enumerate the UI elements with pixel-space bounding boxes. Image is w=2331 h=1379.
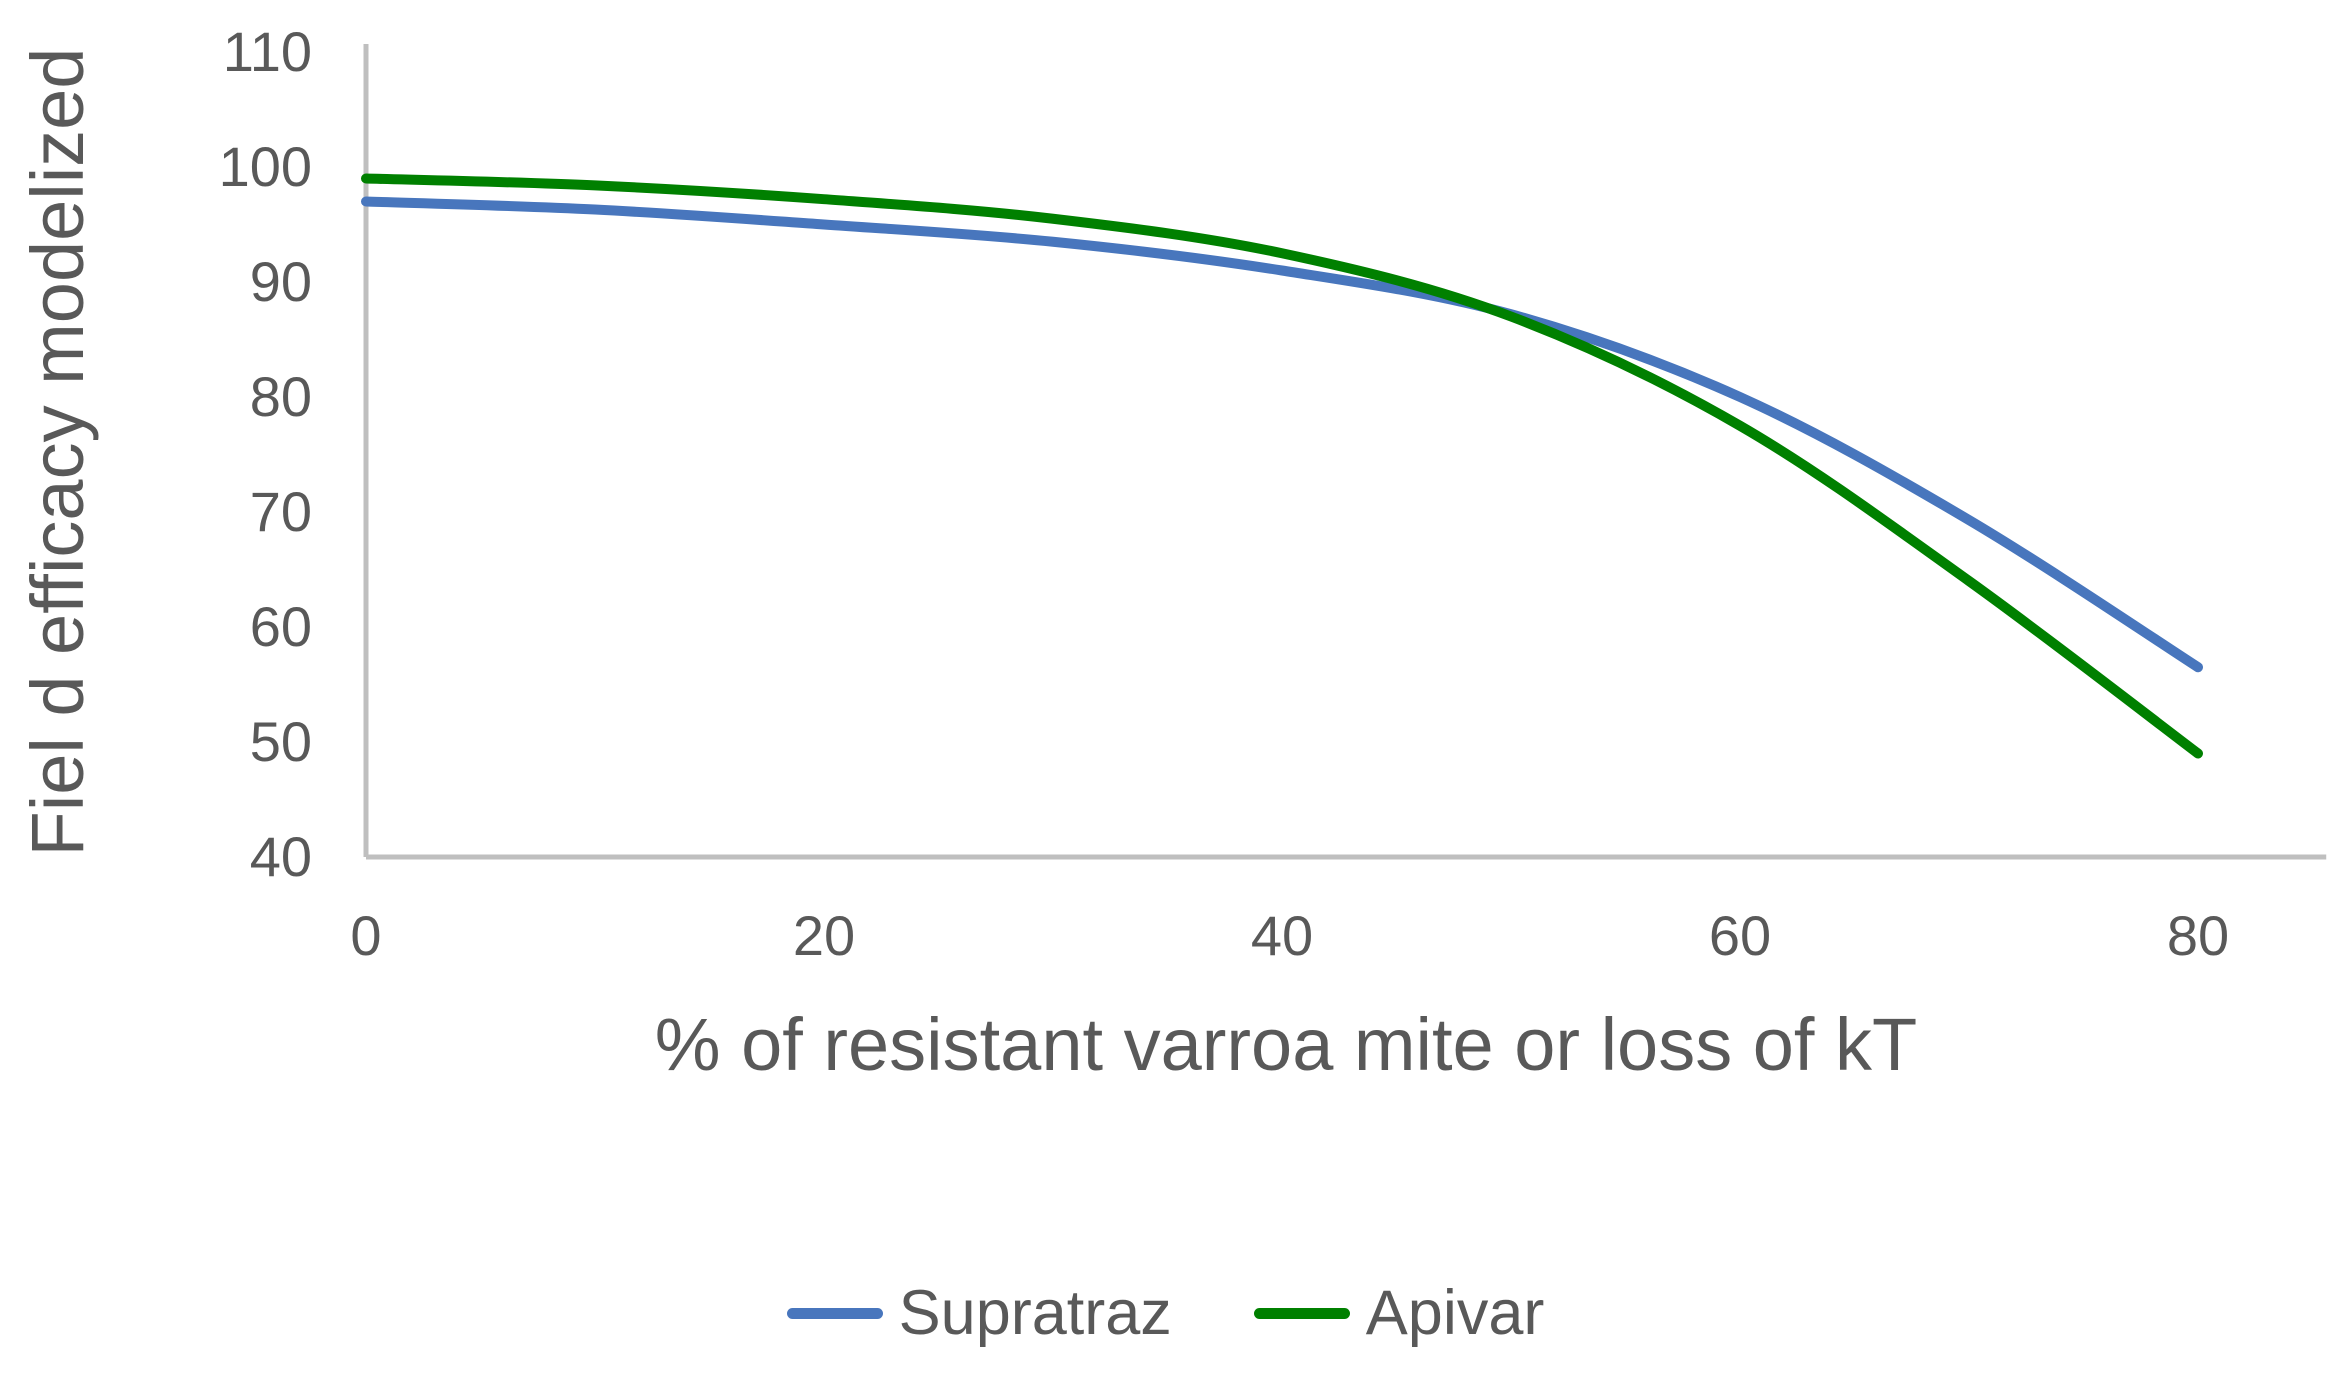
legend: Supratraz Apivar bbox=[0, 1282, 2331, 1345]
legend-label-supratraz: Supratraz bbox=[898, 1278, 1172, 1348]
x-tick-label-0: 0 bbox=[350, 904, 382, 967]
series-line-apivar bbox=[361, 173, 2203, 759]
apivar-line-swatch bbox=[1253, 1308, 1350, 1319]
x-tick-label-80: 80 bbox=[2166, 904, 2230, 967]
x-tick-label-60: 60 bbox=[1708, 904, 1772, 967]
x-axis-title: % of resistant varroa mite or loss of kT bbox=[654, 1003, 1918, 1086]
y-tick-label-110: 110 bbox=[222, 20, 312, 83]
x-tick-label-40: 40 bbox=[1250, 904, 1314, 967]
y-tick-label-90: 90 bbox=[249, 250, 312, 313]
supratraz-line-swatch bbox=[786, 1308, 883, 1319]
series-line-supratraz bbox=[361, 196, 2203, 673]
legend-item-apivar: Apivar bbox=[1253, 1278, 1545, 1348]
y-tick-label-50: 50 bbox=[249, 710, 312, 773]
y-tick-label-70: 70 bbox=[249, 480, 312, 543]
legend-item-supratraz: Supratraz bbox=[786, 1278, 1172, 1348]
legend-label-apivar: Apivar bbox=[1365, 1278, 1545, 1348]
y-axis-title: Fiel d efficacy modelized bbox=[16, 47, 99, 857]
x-tick-label-20: 20 bbox=[792, 904, 856, 967]
y-tick-label-40: 40 bbox=[249, 825, 312, 888]
y-tick-label-100: 100 bbox=[218, 135, 312, 198]
y-tick-label-80: 80 bbox=[249, 365, 312, 428]
y-tick-label-60: 60 bbox=[249, 595, 312, 658]
